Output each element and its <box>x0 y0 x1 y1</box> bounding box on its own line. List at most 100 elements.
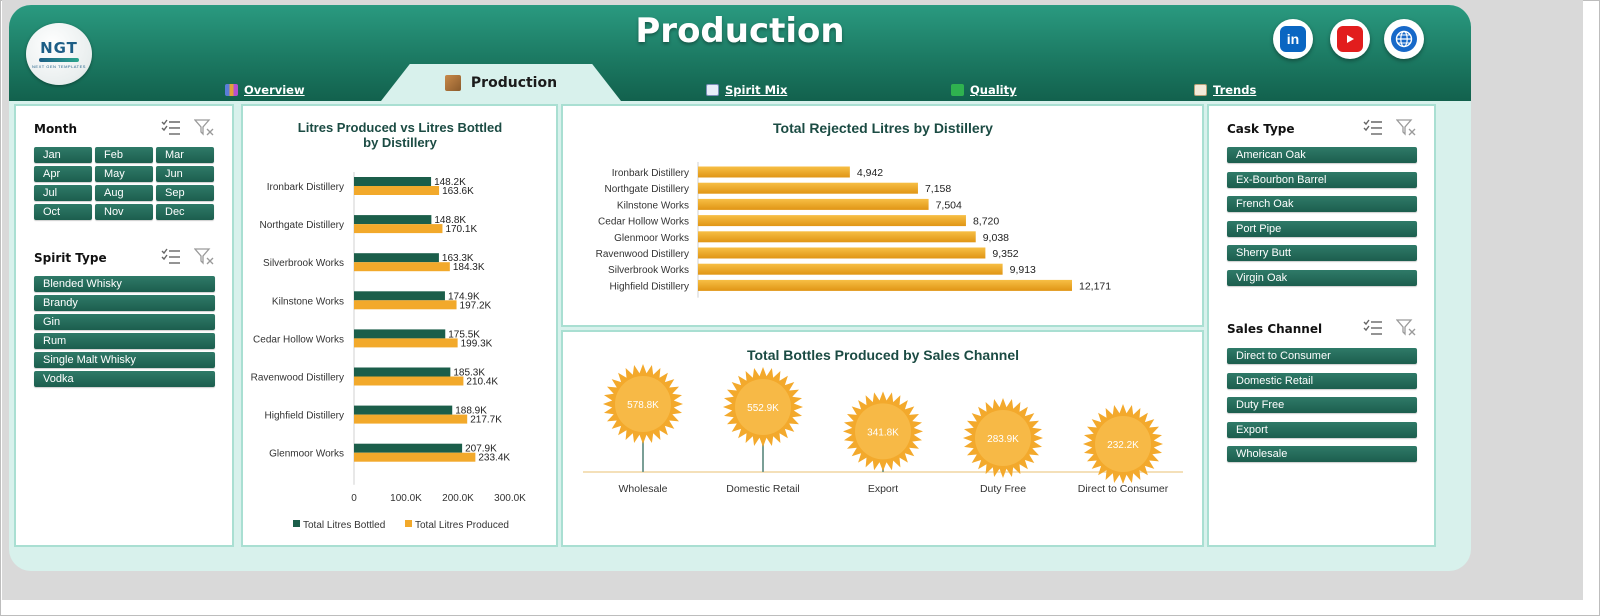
category-label: Northgate Distillery <box>260 220 344 231</box>
month-option-jan[interactable]: Jan <box>34 147 92 163</box>
clear-filter-icon[interactable] <box>194 119 214 137</box>
logo-swoosh <box>39 58 79 62</box>
slicer-title-cask-type: Cask Type <box>1227 122 1295 136</box>
logo-tagline: NEXT GEN TEMPLATES <box>32 64 86 69</box>
tab-trends[interactable]: Trends <box>1194 79 1256 101</box>
month-option-apr[interactable]: Apr <box>34 166 92 182</box>
slicer-title-spirit-type: Spirit Type <box>34 251 107 265</box>
bar <box>698 231 976 243</box>
linkedin-icon: in <box>1280 26 1306 52</box>
spirit-option-rum[interactable]: Rum <box>34 333 215 349</box>
clear-filter-icon[interactable] <box>1396 119 1416 137</box>
cask-option-sherry-butt[interactable]: Sherry Butt <box>1227 245 1417 262</box>
cask-option-virgin-oak[interactable]: Virgin Oak <box>1227 270 1417 286</box>
channel-option-wholesale[interactable]: Wholesale <box>1227 446 1417 463</box>
spirit-option-gin[interactable]: Gin <box>34 314 215 330</box>
bar-total-litres-bottled <box>354 253 439 263</box>
bar-chart-icon <box>225 84 238 96</box>
multi-select-icon[interactable] <box>161 248 181 266</box>
youtube-button[interactable] <box>1330 19 1370 59</box>
logo-mark: NGT <box>40 39 78 57</box>
brand-logo: NGT NEXT GEN TEMPLATES <box>26 23 92 85</box>
channel-option-duty-free[interactable]: Duty Free <box>1227 397 1417 414</box>
data-label: 170.1K <box>445 224 477 235</box>
tab-label: Trends <box>1213 83 1257 97</box>
month-option-oct[interactable]: Oct <box>34 204 92 220</box>
checkbox-icon <box>951 84 964 96</box>
youtube-icon <box>1337 26 1363 52</box>
legend-label: Total Litres Bottled <box>303 520 385 531</box>
category-label: Highfield Distillery <box>265 411 344 422</box>
notepad-icon <box>1194 84 1207 96</box>
spirit-option-vodka[interactable]: Vodka <box>34 371 215 387</box>
bar-total-litres-bottled <box>354 215 432 225</box>
sunburst-core <box>735 378 791 435</box>
bar-total-litres-produced <box>354 186 440 195</box>
category-label: Ravenwood Distillery <box>596 249 689 260</box>
cask-option-french-oak[interactable]: French Oak <box>1227 196 1417 213</box>
bar <box>698 263 1003 275</box>
data-label: 163.6K <box>442 186 474 197</box>
month-option-sep[interactable]: Sep <box>156 185 214 201</box>
tab-spirit-mix[interactable]: Spirit Mix <box>706 79 787 101</box>
rejected-chart-panel: Total Rejected Litres by Distillery Ironb… <box>561 104 1204 327</box>
page-title: Production <box>635 11 845 51</box>
globe-icon <box>1391 26 1417 52</box>
tab-production[interactable]: Production <box>381 64 621 101</box>
category-label: Domestic Retail <box>726 483 800 495</box>
clear-filter-icon[interactable] <box>1396 319 1416 337</box>
bar-total-litres-produced <box>354 338 458 348</box>
bar <box>698 247 986 259</box>
spirit-option-single-malt-whisky[interactable]: Single Malt Whisky <box>34 352 215 368</box>
month-option-dec[interactable]: Dec <box>156 204 214 220</box>
data-label: 552.9K <box>747 403 779 414</box>
x-tick-label: 200.0K <box>442 493 474 504</box>
bar-total-litres-produced <box>354 224 443 234</box>
spirit-option-brandy[interactable]: Brandy <box>34 295 215 311</box>
category-label: Cedar Hollow Works <box>253 334 344 345</box>
month-option-feb[interactable]: Feb <box>95 147 153 163</box>
category-label: Ironbark Distillery <box>612 168 689 179</box>
tab-overview[interactable]: Overview <box>225 79 305 101</box>
category-label: Silverbrook Works <box>608 265 689 276</box>
channel-option-export[interactable]: Export <box>1227 421 1417 438</box>
month-option-jul[interactable]: Jul <box>34 185 92 201</box>
month-option-may[interactable]: May <box>95 166 153 182</box>
website-button[interactable] <box>1384 19 1424 59</box>
legend-swatch <box>293 520 300 527</box>
cask-option-american-oak[interactable]: American Oak <box>1227 147 1417 163</box>
channel-option-domestic-retail[interactable]: Domestic Retail <box>1227 372 1417 389</box>
data-label: 210.4K <box>466 377 498 388</box>
linkedin-button[interactable]: in <box>1273 19 1313 59</box>
cask-option-port-pipe[interactable]: Port Pipe <box>1227 220 1417 237</box>
month-option-aug[interactable]: Aug <box>95 185 153 201</box>
slicer-title-sales-channel: Sales Channel <box>1227 322 1323 336</box>
month-option-jun[interactable]: Jun <box>156 166 214 182</box>
category-label: Duty Free <box>980 483 1026 495</box>
month-option-nov[interactable]: Nov <box>95 204 153 220</box>
multi-select-icon[interactable] <box>1363 119 1383 137</box>
category-label: Northgate Distillery <box>605 184 689 195</box>
data-label: 9,038 <box>983 232 1009 244</box>
dashboard: NGT NEXT GEN TEMPLATES Production in Ove… <box>9 5 1471 571</box>
month-option-mar[interactable]: Mar <box>156 147 214 163</box>
cask-option-ex-bourbon-barrel[interactable]: Ex-Bourbon Barrel <box>1227 171 1417 188</box>
bar <box>698 198 929 210</box>
tab-label: Overview <box>244 83 305 97</box>
multi-select-icon[interactable] <box>1363 319 1383 337</box>
clear-filter-icon[interactable] <box>194 248 214 266</box>
bottles-chart-panel: Total Bottles Produced by Sales Channel 5… <box>561 330 1204 547</box>
spirit-option-blended-whisky[interactable]: Blended Whisky <box>34 276 215 292</box>
chart-title: Total Bottles Produced by Sales Channel <box>747 347 1019 363</box>
data-label: 175.5K <box>448 329 480 340</box>
category-label: Direct to Consumer <box>1078 483 1169 495</box>
tab-quality[interactable]: Quality <box>951 79 1017 101</box>
multi-select-icon[interactable] <box>161 119 181 137</box>
category-label: Wholesale <box>618 483 667 495</box>
x-tick-label: 100.0K <box>390 493 422 504</box>
channel-option-direct-to-consumer[interactable]: Direct to Consumer <box>1227 348 1417 364</box>
legend-swatch <box>405 520 412 527</box>
category-label: Silverbrook Works <box>263 258 344 269</box>
litres-chart-panel: Litres Produced vs Litres Bottled by Dist… <box>241 104 558 547</box>
data-label: 207.9K <box>465 444 497 455</box>
